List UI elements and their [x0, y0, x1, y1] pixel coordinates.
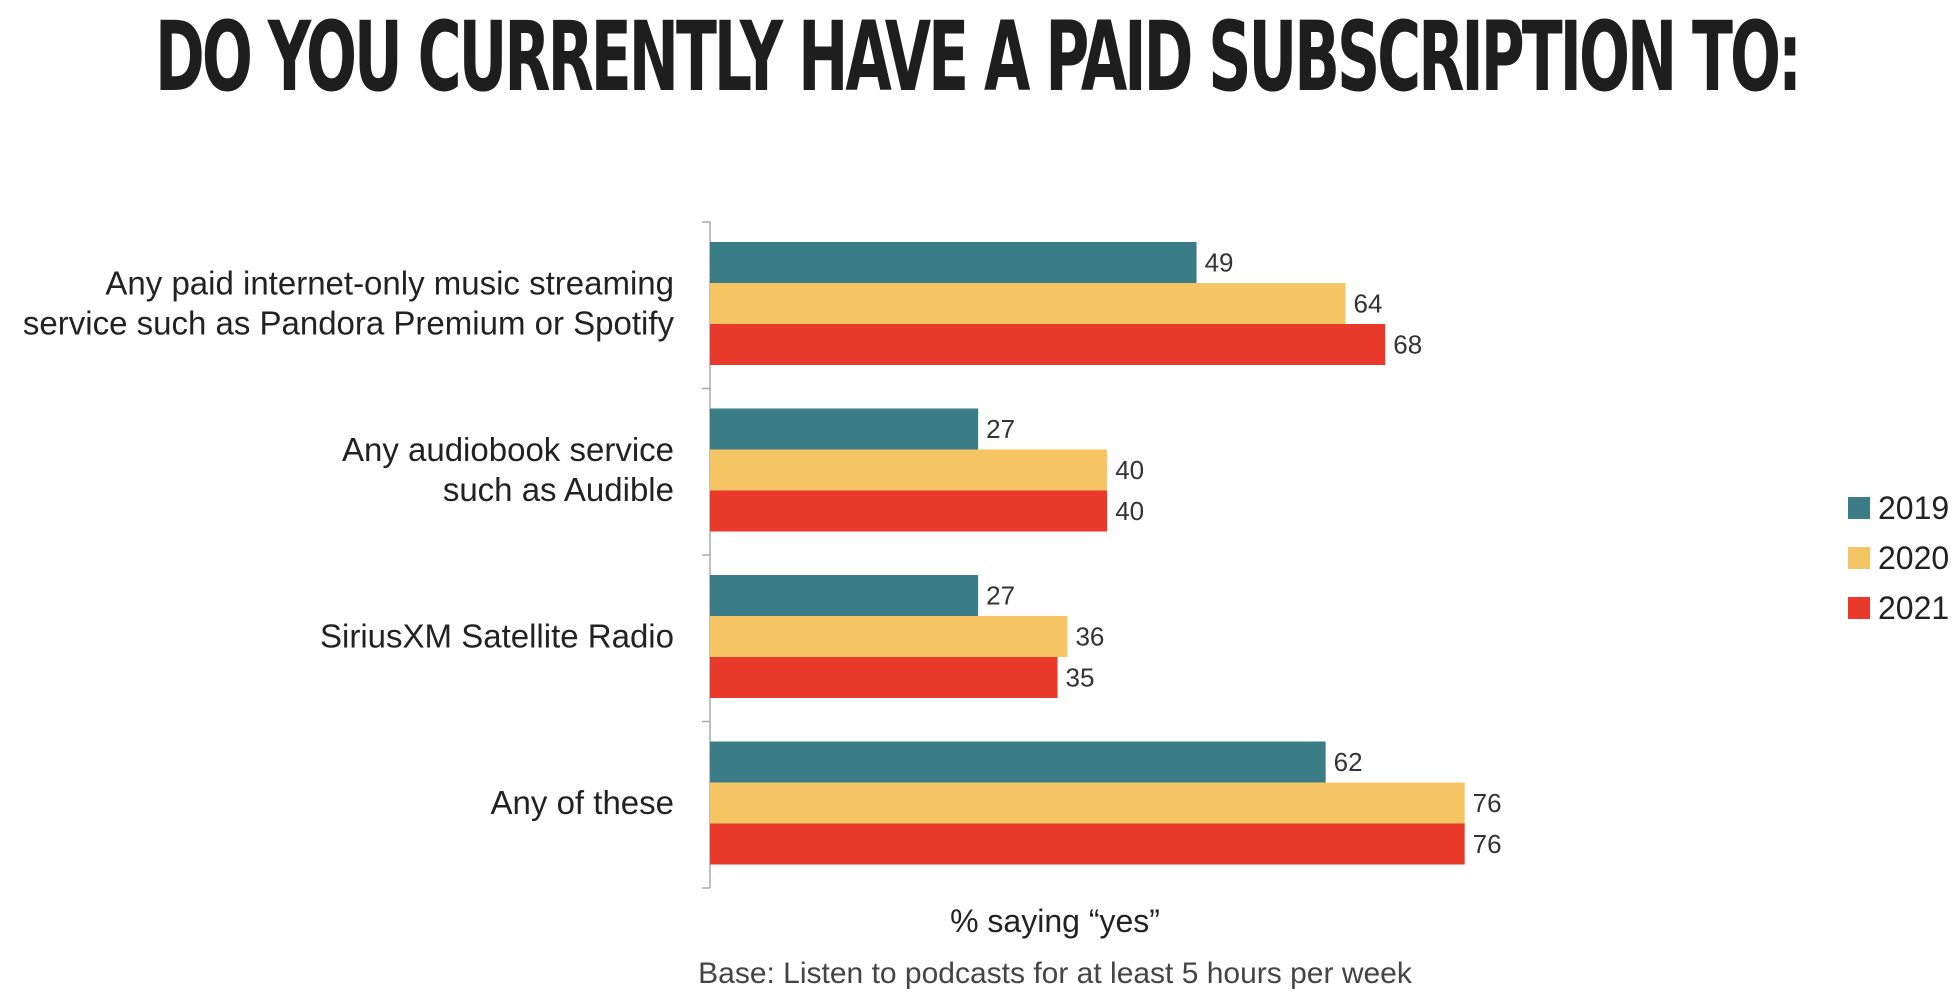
bar-2021 — [710, 823, 1465, 865]
bar-2021 — [710, 324, 1386, 365]
bar-value-label: 68 — [1393, 330, 1422, 360]
bar-value-label: 49 — [1205, 248, 1234, 278]
bar-value-label: 40 — [1115, 496, 1144, 526]
bar-2021 — [710, 657, 1058, 698]
bar-2020 — [710, 616, 1068, 657]
legend-label-2020: 2020 — [1878, 540, 1949, 576]
bar-2020 — [710, 449, 1108, 491]
bar-value-label: 64 — [1354, 289, 1383, 319]
bar-2019 — [710, 242, 1197, 283]
bar-value-label: 76 — [1473, 829, 1502, 859]
category-label: SiriusXM Satellite Radio — [320, 618, 674, 655]
category-label: Any of these — [491, 784, 674, 821]
bar-2019 — [710, 575, 979, 616]
legend-swatch-2019 — [1848, 497, 1870, 519]
chart-title: DO YOU CURRENTLY HAVE A PAID SUBSCRIPTIO… — [155, 2, 1802, 114]
bar-value-label: 40 — [1115, 455, 1144, 485]
legend-swatch-2020 — [1848, 547, 1870, 569]
bar-2020 — [710, 283, 1346, 324]
bar-value-label: 35 — [1066, 663, 1095, 693]
x-axis-label: % saying “yes” — [950, 903, 1160, 939]
bar-2019 — [710, 741, 1326, 783]
bar-value-label: 27 — [986, 581, 1015, 611]
legend-label-2021: 2021 — [1878, 590, 1949, 626]
bar-2021 — [710, 490, 1108, 532]
bar-2020 — [710, 782, 1465, 824]
legend-label-2019: 2019 — [1878, 490, 1949, 526]
bar-value-label: 76 — [1473, 788, 1502, 818]
bar-value-label: 62 — [1334, 747, 1363, 777]
category-label: Any paid internet-only music streaming se… — [23, 265, 675, 342]
base-footnote: Base: Listen to podcasts for at least 5 … — [698, 957, 1412, 990]
bar-2019 — [710, 408, 979, 450]
category-label: Any audiobook service such as Audible — [342, 431, 674, 508]
bar-value-label: 36 — [1075, 622, 1104, 652]
legend-swatch-2021 — [1848, 597, 1870, 619]
bar-value-label: 27 — [986, 414, 1015, 444]
